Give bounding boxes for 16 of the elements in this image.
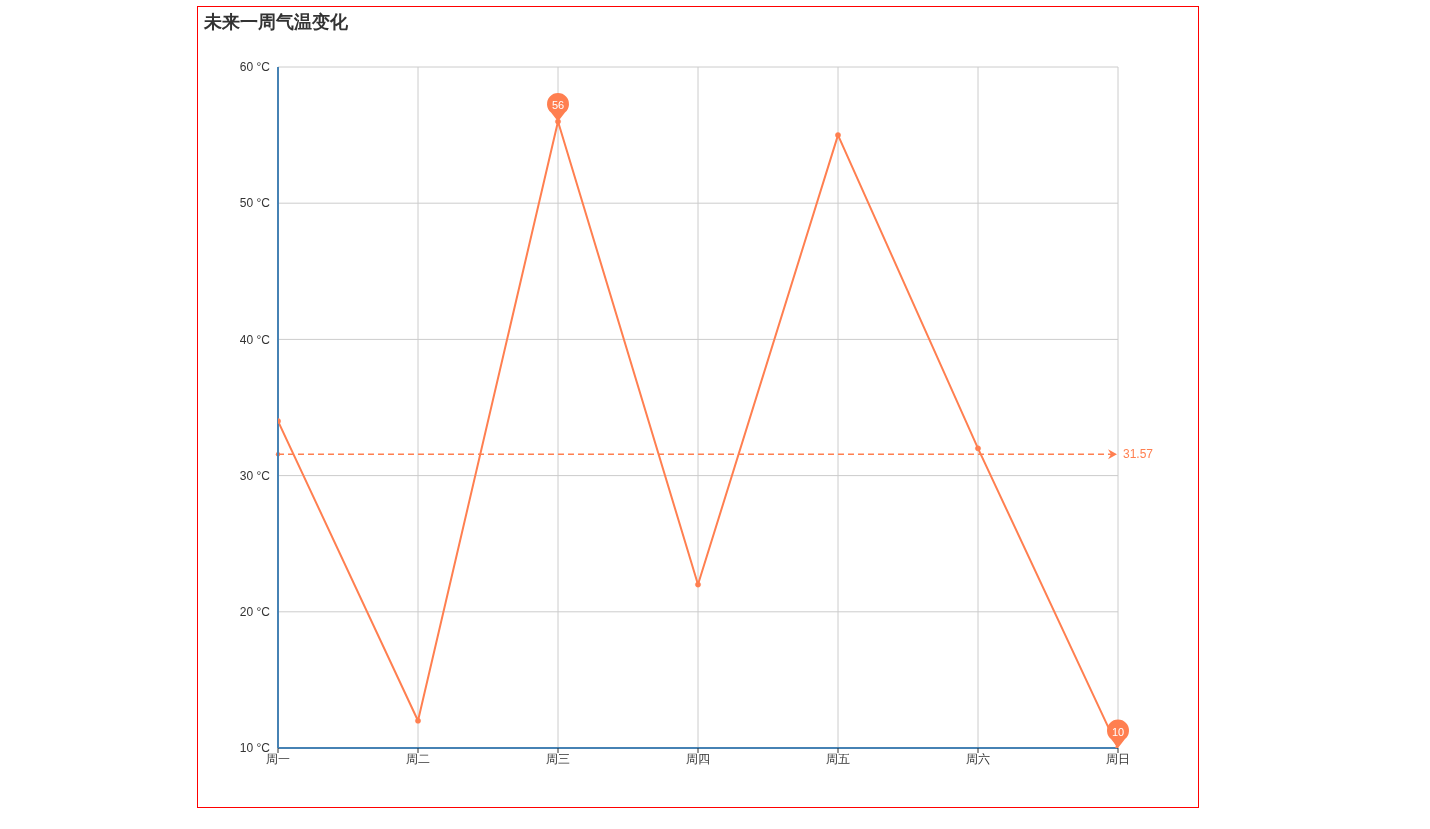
annotation: 10 xyxy=(1111,725,1125,738)
annotation: 56 xyxy=(551,99,565,112)
x-tick-label: 周日 xyxy=(1106,751,1130,766)
x-tick-label: 周六 xyxy=(966,751,990,766)
ref-line-label: 31.57 xyxy=(1123,447,1154,462)
x-tick-label: 周一 xyxy=(266,751,290,766)
x-tick-label: 周四 xyxy=(686,751,710,766)
y-tick-label: 30 °C xyxy=(239,468,271,483)
y-tick-label: 50 °C xyxy=(239,196,271,211)
x-tick-label: 周三 xyxy=(546,751,570,766)
y-tick-label: 40 °C xyxy=(239,332,271,347)
y-tick-label: 60 °C xyxy=(239,60,271,75)
x-tick-label: 周二 xyxy=(406,751,430,766)
y-tick-label: 20 °C xyxy=(239,605,271,620)
chart-title: 未来一周气温变化 xyxy=(204,11,348,34)
x-tick-label: 周五 xyxy=(826,751,850,766)
